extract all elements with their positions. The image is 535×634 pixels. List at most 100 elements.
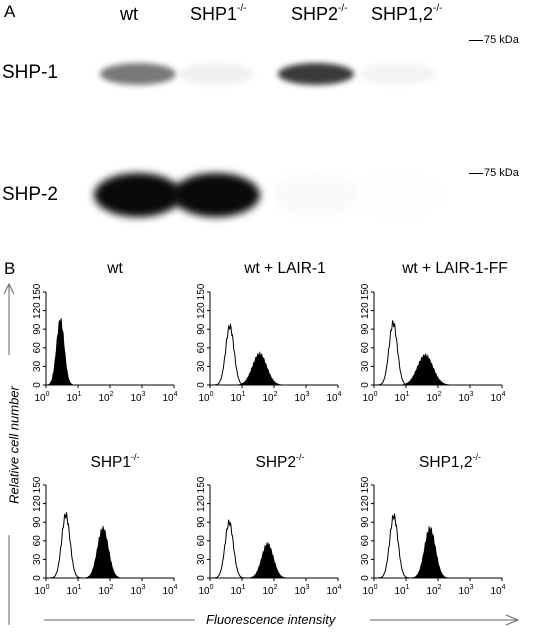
blot-band bbox=[278, 63, 354, 85]
blot-band bbox=[360, 63, 436, 85]
histogram-title: SHP1,2-/- bbox=[390, 451, 510, 472]
x-tick-label: 104 bbox=[162, 391, 177, 404]
x-tick-label: 103 bbox=[458, 391, 473, 404]
x-tick-label: 102 bbox=[98, 584, 113, 597]
blot-band bbox=[178, 63, 254, 85]
flow-histogram-wt-lair1: 0 30 60 90 120 150 100 101 102 103 104 bbox=[196, 284, 342, 404]
y-tick-label: 120 bbox=[32, 302, 43, 319]
x-tick-label: 102 bbox=[426, 391, 441, 404]
x-tick-label: 100 bbox=[198, 391, 213, 404]
y-tick-label: 120 bbox=[196, 495, 207, 512]
y-tick-label: 120 bbox=[32, 495, 43, 512]
marker-tick bbox=[469, 172, 483, 174]
y-tick-label: 30 bbox=[196, 360, 207, 372]
y-tick-label: 60 bbox=[196, 535, 207, 547]
y-tick-label: 60 bbox=[32, 342, 43, 354]
lane-label-sup: -/- bbox=[237, 3, 247, 14]
x-tick-label: 103 bbox=[130, 391, 145, 404]
y-tick-label: 0 bbox=[32, 382, 43, 388]
y-tick-label: 150 bbox=[196, 284, 207, 300]
row-label-shp2: SHP-2 bbox=[2, 184, 58, 205]
y-tick-label: 90 bbox=[196, 323, 207, 335]
x-tick-label: 101 bbox=[394, 391, 409, 404]
x-tick-label: 101 bbox=[394, 584, 409, 597]
x-tick-label: 101 bbox=[66, 584, 81, 597]
histogram-title-sup: -/- bbox=[472, 451, 481, 462]
histogram-filled-peak bbox=[374, 352, 502, 386]
y-tick-label: 30 bbox=[360, 360, 371, 372]
y-tick-label: 90 bbox=[360, 516, 371, 528]
histogram-title-base: wt bbox=[107, 260, 123, 277]
lane-label-shp2: SHP2-/- bbox=[291, 4, 347, 25]
y-tick-label: 60 bbox=[360, 535, 371, 547]
x-tick-label: 100 bbox=[198, 584, 213, 597]
blot-band bbox=[100, 63, 176, 85]
x-tick-label: 102 bbox=[426, 584, 441, 597]
marker-label: 75 kDa bbox=[484, 167, 519, 179]
histogram-title: SHP1-/- bbox=[60, 451, 170, 472]
blot-band bbox=[94, 173, 182, 217]
y-tick-label: 120 bbox=[196, 302, 207, 319]
x-tick-label: 100 bbox=[34, 391, 49, 404]
histogram-title-base: SHP2 bbox=[255, 454, 297, 471]
molecular-weight-marker: 75 kDa bbox=[469, 34, 519, 46]
y-tick-label: 150 bbox=[196, 477, 207, 493]
histogram-filled-peak bbox=[45, 318, 174, 386]
histogram-title: SHP2-/- bbox=[225, 452, 335, 472]
blot-band bbox=[272, 173, 360, 217]
western-blot-shp2 bbox=[86, 145, 466, 245]
y-tick-label: 90 bbox=[32, 323, 43, 335]
y-tick-label: 30 bbox=[32, 553, 43, 565]
x-tick-label: 101 bbox=[66, 391, 81, 404]
histogram-title-base: SHP1,2 bbox=[419, 454, 473, 471]
x-tick-label: 104 bbox=[326, 584, 341, 597]
y-tick-label: 60 bbox=[32, 535, 43, 547]
y-tick-label: 150 bbox=[32, 284, 43, 300]
y-tick-label: 150 bbox=[360, 477, 371, 493]
x-tick-label: 103 bbox=[294, 391, 309, 404]
panel-b-letter: B bbox=[4, 259, 16, 278]
histogram-filled-peak bbox=[210, 542, 338, 579]
x-tick-label: 100 bbox=[34, 584, 49, 597]
histogram-filled-peak bbox=[374, 525, 502, 579]
y-tick-label: 90 bbox=[360, 323, 371, 335]
histogram-title-base: SHP1 bbox=[90, 454, 132, 471]
x-tick-label: 102 bbox=[98, 391, 113, 404]
y-tick-label: 90 bbox=[32, 516, 43, 528]
y-tick-label: 60 bbox=[196, 342, 207, 354]
x-axis-arrow bbox=[44, 614, 520, 626]
marker-tick bbox=[469, 39, 483, 41]
x-tick-label: 104 bbox=[162, 584, 177, 597]
histogram-filled-peak bbox=[46, 525, 174, 579]
x-tick-label: 104 bbox=[490, 391, 505, 404]
y-tick-label: 0 bbox=[196, 575, 207, 581]
histogram-title-base: wt + LAIR-1-FF bbox=[402, 260, 508, 277]
panel-a-letter: A bbox=[4, 2, 16, 21]
lane-label-base: wt bbox=[120, 4, 138, 24]
flow-histogram-wt: 0 30 60 90 120 150 100 101 102 103 104 bbox=[32, 284, 178, 404]
x-tick-label: 102 bbox=[262, 584, 277, 597]
y-tick-label: 0 bbox=[196, 382, 207, 388]
x-tick-label: 100 bbox=[362, 391, 377, 404]
x-tick-label: 101 bbox=[230, 391, 245, 404]
y-tick-label: 60 bbox=[360, 342, 371, 354]
western-blot-shp1 bbox=[86, 40, 466, 120]
x-tick-label: 104 bbox=[326, 391, 341, 404]
blot-band bbox=[354, 173, 442, 217]
histogram-open-peak bbox=[374, 320, 502, 386]
blot-band bbox=[172, 173, 260, 217]
lane-label-shp12: SHP1,2-/- bbox=[371, 4, 443, 25]
lane-label-wt: wt bbox=[120, 4, 138, 25]
histogram-title: wt + LAIR-1 bbox=[215, 260, 355, 278]
y-tick-label: 0 bbox=[32, 575, 43, 581]
marker-label: 75 kDa bbox=[484, 34, 519, 46]
y-tick-label: 30 bbox=[32, 360, 43, 372]
histogram-title-sup: -/- bbox=[131, 451, 140, 462]
x-tick-label: 101 bbox=[230, 584, 245, 597]
lane-label-sup: -/- bbox=[433, 3, 443, 14]
y-tick-label: 150 bbox=[32, 477, 43, 493]
x-tick-label: 100 bbox=[362, 584, 377, 597]
x-tick-label: 104 bbox=[490, 584, 505, 597]
lane-label-base: SHP1 bbox=[190, 4, 238, 24]
flow-histogram-wt-lair1-ff: 0 30 60 90 120 150 100 101 102 103 104 bbox=[360, 284, 506, 404]
